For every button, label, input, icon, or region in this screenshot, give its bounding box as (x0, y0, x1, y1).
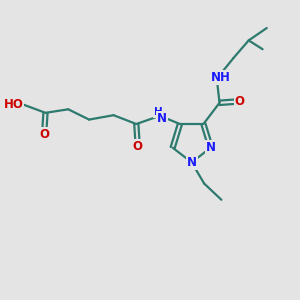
Text: H: H (154, 107, 163, 117)
Text: O: O (133, 140, 143, 153)
Text: HO: HO (3, 98, 23, 111)
Text: N: N (206, 141, 216, 154)
Text: O: O (39, 128, 49, 140)
Text: N: N (157, 112, 167, 125)
Text: N: N (187, 156, 197, 169)
Text: NH: NH (211, 71, 231, 84)
Text: O: O (235, 95, 244, 108)
